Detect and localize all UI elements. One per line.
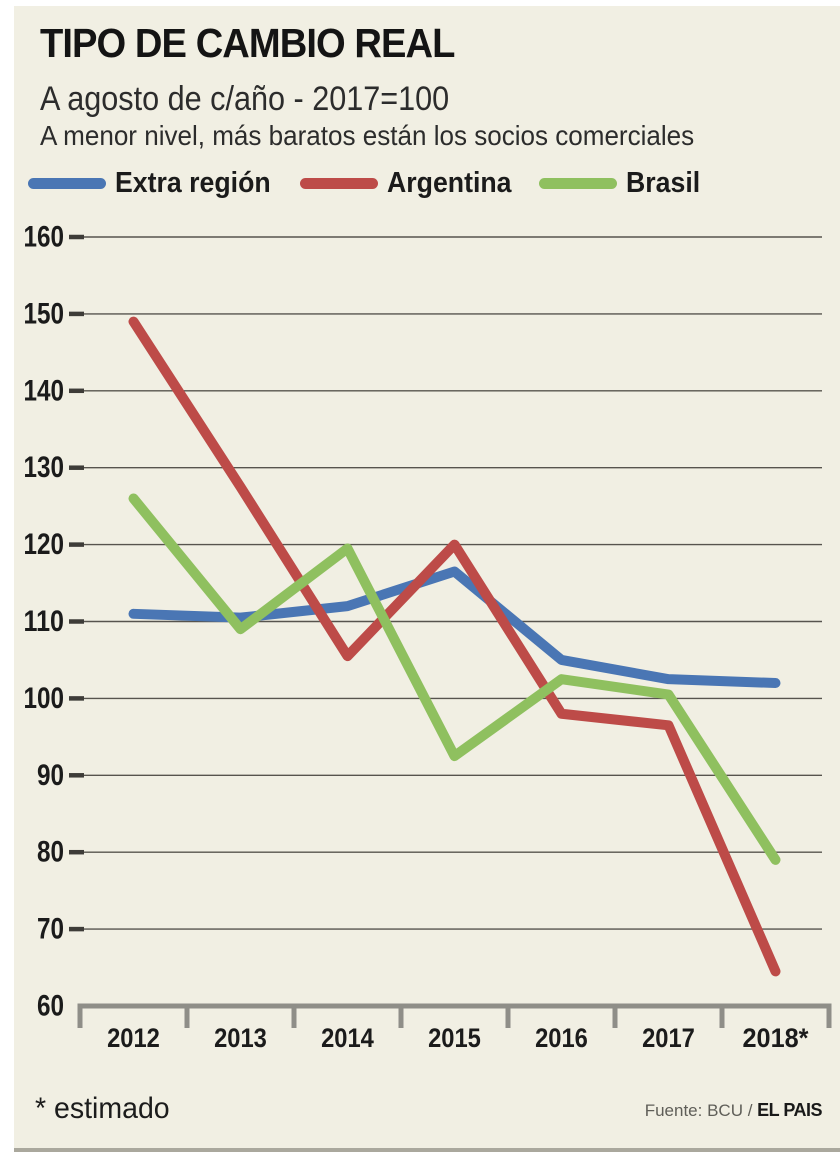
source-credit: Fuente: BCU / EL PAIS [644, 1100, 823, 1121]
source-label: Fuente: BCU / [644, 1101, 758, 1120]
legend-item-brasil: Brasil [538, 167, 707, 200]
legend-label: Brasil [625, 167, 700, 199]
legend-swatch-argentina [300, 178, 379, 189]
chart-subtitle: A agosto de c/año - 2017=100 [40, 80, 450, 118]
y-axis-label-130: 130 [24, 451, 65, 484]
x-axis-label-2017: 2017 [642, 1023, 695, 1053]
x-axis-label-2012: 2012 [107, 1023, 160, 1053]
y-axis-label-70: 70 [37, 913, 64, 946]
x-axis-label-2015: 2015 [428, 1023, 481, 1053]
source-brand: EL PAIS [757, 1100, 822, 1120]
x-axis-label-2016: 2016 [535, 1023, 588, 1053]
x-axis-label-2013: 2013 [214, 1023, 267, 1053]
y-axis-label-110: 110 [24, 605, 65, 638]
x-axis-label-2018-: 2018* [743, 1023, 809, 1053]
bottom-edge [14, 1148, 840, 1152]
legend-item-extra-region: Extra región [28, 167, 284, 200]
legend-label: Argentina [387, 167, 512, 199]
legend-swatch-extra-region [28, 178, 106, 189]
estimate-footnote: * estimado [35, 1092, 170, 1125]
legend-label: Extra región [115, 167, 271, 199]
y-axis-label-160: 160 [24, 221, 65, 254]
y-axis-label-120: 120 [24, 528, 65, 561]
y-axis-label-90: 90 [37, 759, 64, 792]
x-axis-label-2014: 2014 [321, 1023, 374, 1053]
y-axis-label-60: 60 [37, 990, 64, 1023]
page-title: TIPO DE CAMBIO REAL [40, 20, 455, 66]
chart-reading-note: A menor nivel, más baratos están los soc… [40, 120, 695, 151]
series-line-extra-region [128, 566, 781, 689]
legend-item-argentina: Argentina [300, 167, 522, 200]
y-axis-label-150: 150 [24, 297, 65, 330]
y-axis-label-80: 80 [37, 836, 64, 869]
series-line-argentina [128, 316, 781, 977]
y-axis-label-100: 100 [24, 682, 65, 715]
y-axis-label-140: 140 [24, 374, 65, 407]
legend-swatch-brasil [538, 178, 617, 189]
legend: Extra región Argentina Brasil [28, 167, 722, 200]
series-line-brasil [128, 493, 781, 865]
